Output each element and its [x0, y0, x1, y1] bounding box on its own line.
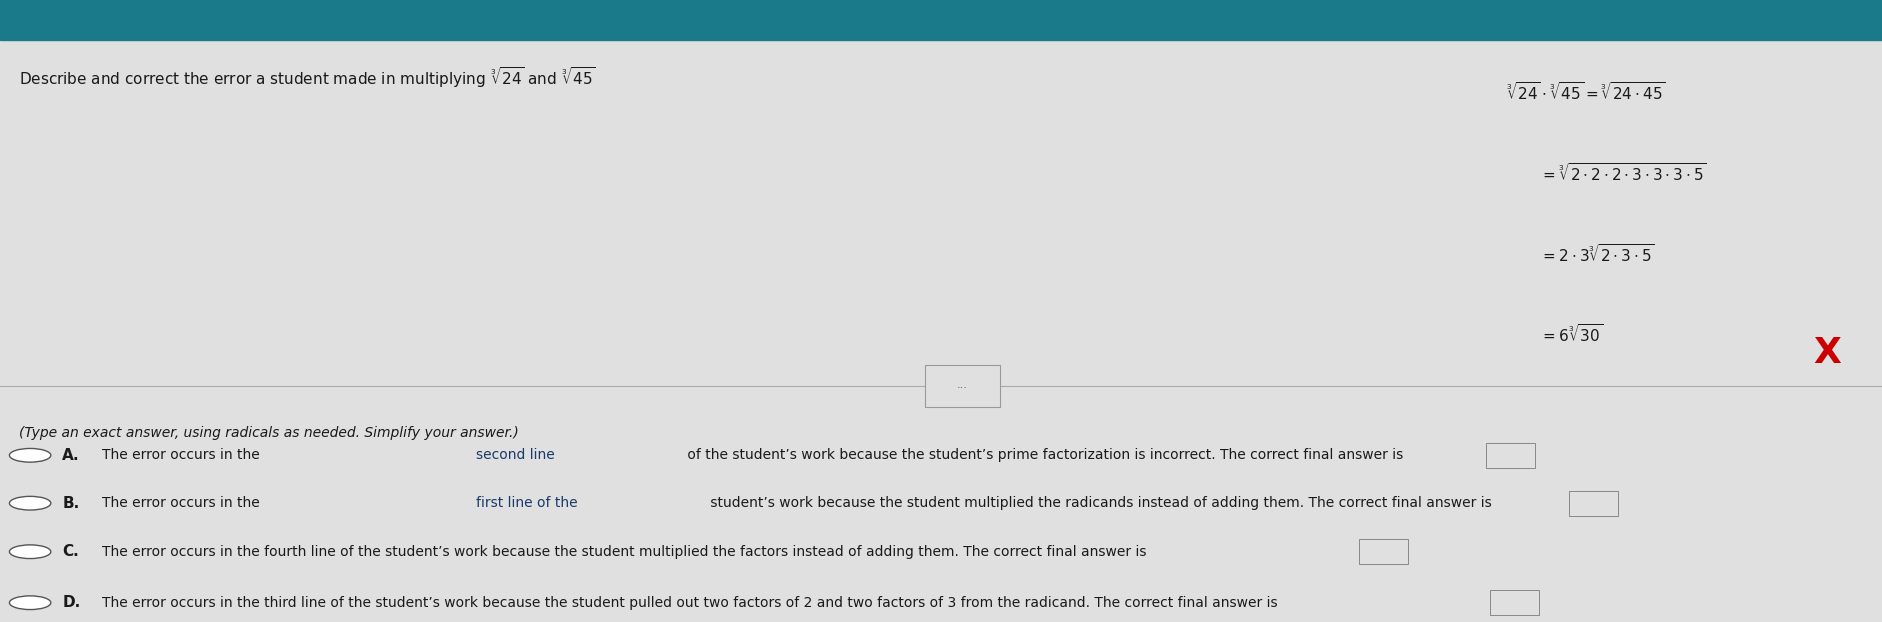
Text: The error occurs in the third line of the student’s work because the student pul: The error occurs in the third line of th…	[102, 596, 1282, 610]
Text: B.: B.	[62, 496, 79, 511]
Text: The error occurs in the: The error occurs in the	[102, 448, 263, 462]
Text: $=\sqrt[3]{2\cdot2\cdot2\cdot3\cdot3\cdot3\cdot5}$: $=\sqrt[3]{2\cdot2\cdot2\cdot3\cdot3\cdo…	[1539, 162, 1705, 183]
Text: (Type an exact answer, using radicals as needed. Simplify your answer.): (Type an exact answer, using radicals as…	[19, 426, 518, 440]
Text: $\sqrt[3]{24}\cdot\sqrt[3]{45}=\sqrt[3]{24\cdot45}$: $\sqrt[3]{24}\cdot\sqrt[3]{45}=\sqrt[3]{…	[1506, 81, 1666, 103]
FancyBboxPatch shape	[1491, 590, 1539, 615]
FancyBboxPatch shape	[924, 365, 999, 407]
Circle shape	[9, 545, 51, 559]
Text: first line of the: first line of the	[476, 496, 578, 510]
Circle shape	[9, 448, 51, 462]
Text: C.: C.	[62, 544, 79, 559]
Circle shape	[9, 596, 51, 610]
FancyBboxPatch shape	[1568, 491, 1617, 516]
Text: second line: second line	[476, 448, 555, 462]
Text: $=6\sqrt[3]{30}$: $=6\sqrt[3]{30}$	[1539, 323, 1603, 345]
Text: of the student’s work because the student’s prime factorization is incorrect. Th: of the student’s work because the studen…	[683, 448, 1408, 462]
Bar	[0, 0, 1882, 40]
Text: Describe and correct the error a student made in multiplying $\sqrt[3]{24}$ and : Describe and correct the error a student…	[19, 65, 595, 90]
Text: A.: A.	[62, 448, 79, 463]
Circle shape	[9, 496, 51, 510]
FancyBboxPatch shape	[1359, 539, 1408, 564]
FancyBboxPatch shape	[1485, 443, 1534, 468]
Text: The error occurs in the fourth line of the student’s work because the student mu: The error occurs in the fourth line of t…	[102, 545, 1150, 559]
Text: ...: ...	[956, 380, 967, 390]
Text: X: X	[1812, 336, 1841, 370]
Text: The error occurs in the: The error occurs in the	[102, 496, 263, 510]
Text: D.: D.	[62, 595, 81, 610]
Text: $=2\cdot3\sqrt[3]{2\cdot3\cdot5}$: $=2\cdot3\sqrt[3]{2\cdot3\cdot5}$	[1539, 243, 1654, 264]
Text: student’s work because the student multiplied the radicands instead of adding th: student’s work because the student multi…	[706, 496, 1496, 510]
